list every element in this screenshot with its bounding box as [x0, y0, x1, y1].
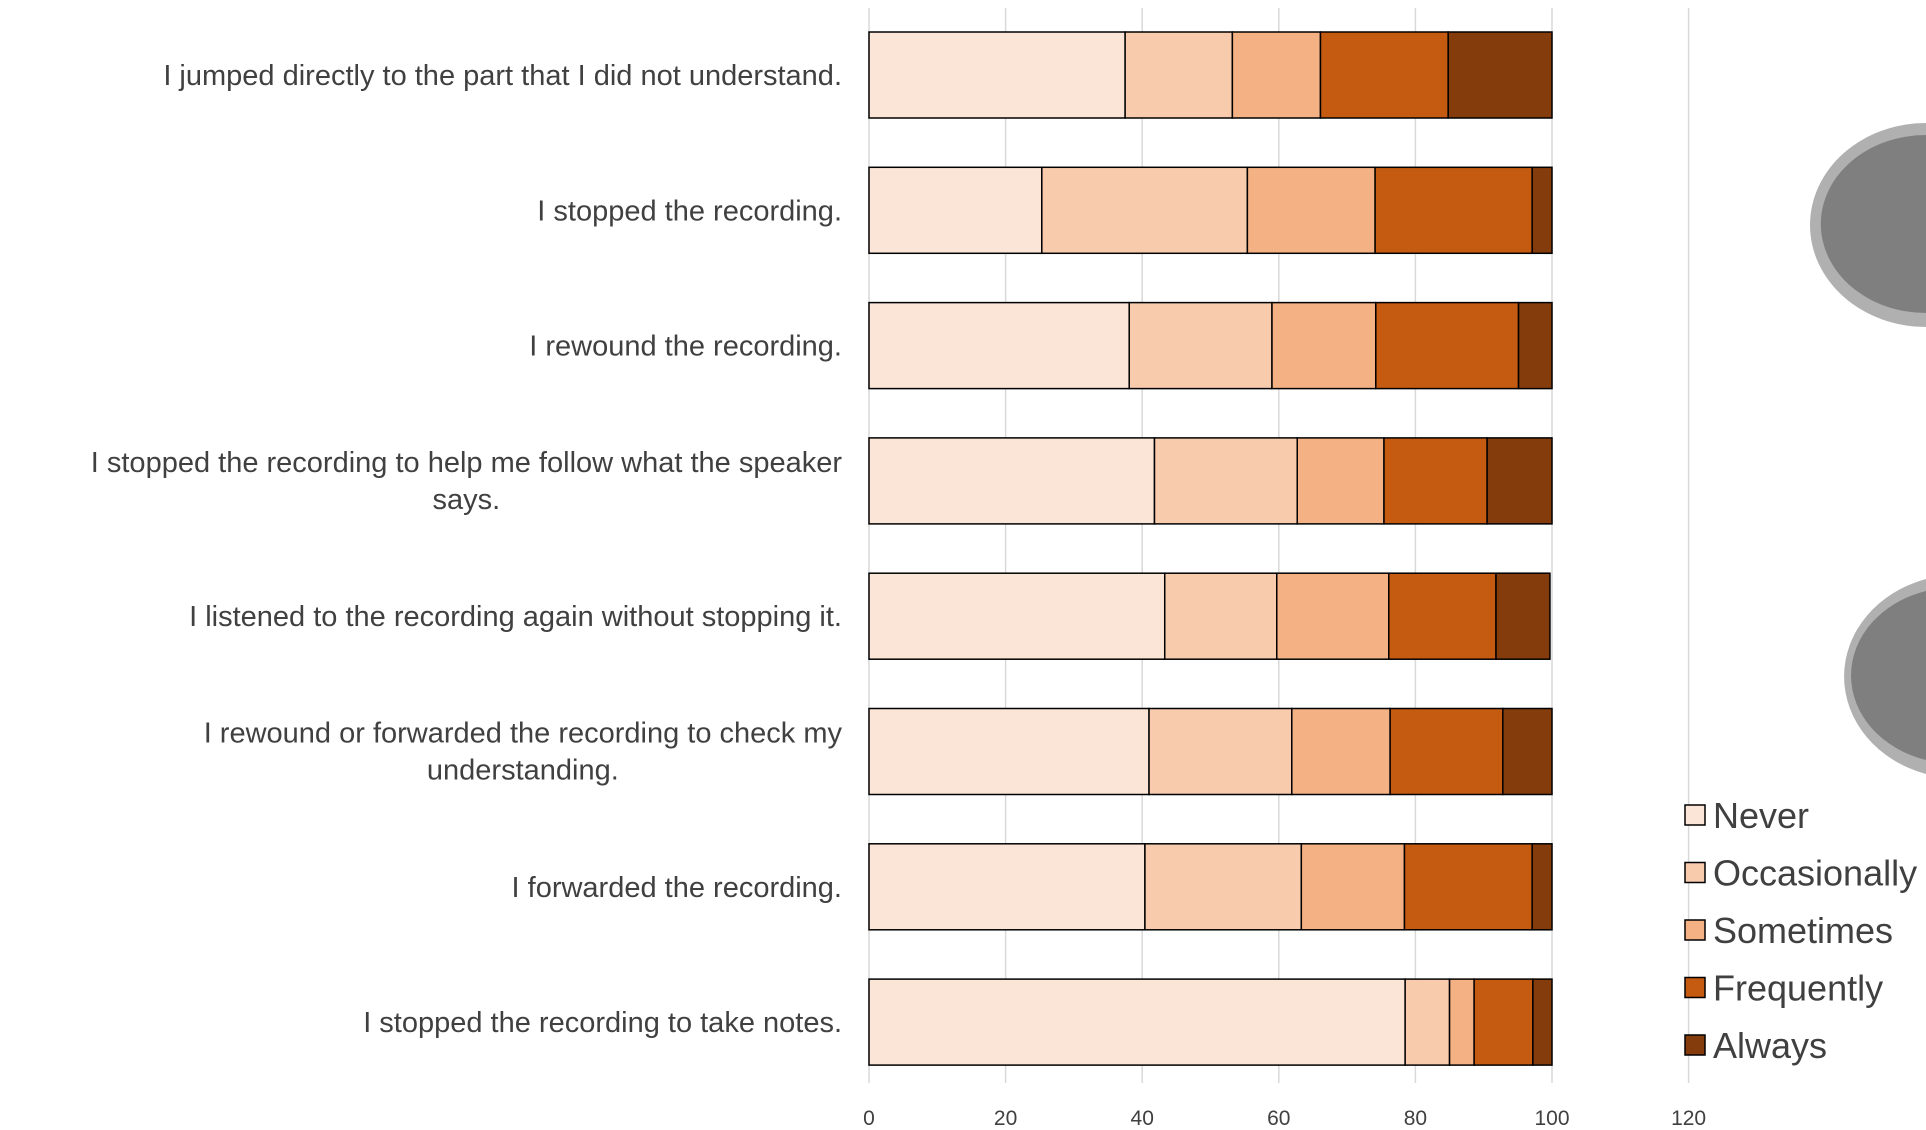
bar-2-never — [868, 166, 1043, 255]
decorative-shapes — [1810, 123, 1926, 774]
bar-4-occasionally — [1153, 437, 1298, 525]
category-label-1: I jumped directly to the part that I did… — [163, 60, 842, 92]
category-label-5: I listened to the recording again withou… — [189, 601, 842, 633]
category-label-4: I stopped the recording to help me follo… — [91, 447, 843, 516]
bar-1-never — [868, 31, 1126, 119]
bar-2-always — [1531, 166, 1553, 255]
bar-8-occasionally — [1404, 978, 1451, 1066]
x-tick-label-0: 0 — [863, 1107, 875, 1130]
bar-8-always — [1532, 978, 1553, 1066]
category-label-8: I stopped the recording to take notes. — [363, 1007, 842, 1039]
legend-swatch-frequently — [1684, 976, 1706, 999]
x-axis-tick-labels: 0 20 40 60 80 100 120 — [863, 1107, 1706, 1130]
bar-6-always — [1502, 707, 1553, 796]
bar-3-frequently — [1375, 301, 1520, 390]
category-label-6: I rewound or forwarded the recording to … — [204, 718, 843, 787]
legend-swatch-never — [1684, 804, 1706, 826]
bar-7-frequently — [1403, 843, 1533, 931]
bar-5-occasionally — [1163, 572, 1278, 660]
bar-8-frequently — [1473, 978, 1534, 1066]
bar-6-never — [868, 707, 1150, 796]
bar-1-frequently — [1319, 31, 1449, 119]
decorative-ellipse-1-inner — [1820, 135, 1926, 313]
x-tick-label-120: 120 — [1671, 1107, 1706, 1130]
x-tick-label-80: 80 — [1404, 1107, 1427, 1130]
bar-1-occasionally — [1124, 31, 1234, 119]
legend-label-never: Never — [1713, 795, 1809, 836]
x-tick-label-60: 60 — [1267, 1107, 1290, 1130]
legend-swatch-occasionally — [1684, 861, 1706, 884]
legend-label-frequently: Frequently — [1713, 968, 1883, 1009]
category-label-2: I stopped the recording. — [537, 195, 842, 227]
bar-5-sometimes — [1276, 572, 1390, 660]
bar-5-never — [868, 572, 1166, 660]
bar-5-frequently — [1388, 572, 1497, 660]
bar-8-sometimes — [1448, 978, 1475, 1066]
bar-7-never — [868, 843, 1146, 931]
x-tick-label-40: 40 — [1131, 1107, 1154, 1130]
bar-3-occasionally — [1128, 301, 1273, 390]
bar-8-never — [868, 978, 1406, 1066]
legend: Never Occasionally Sometimes Frequently Alwa… — [1684, 795, 1917, 1066]
legend-label-occasionally: Occasionally — [1713, 853, 1917, 894]
bar-3-sometimes — [1271, 301, 1377, 390]
category-label-7: I forwarded the recording. — [512, 872, 842, 904]
legend-label-sometimes: Sometimes — [1713, 910, 1893, 951]
x-tick-label-20: 20 — [994, 1107, 1017, 1130]
bar-7-sometimes — [1300, 843, 1406, 931]
bar-4-frequently — [1383, 437, 1488, 525]
bars — [868, 31, 1553, 1066]
bar-5-always — [1495, 572, 1551, 660]
legend-label-always: Always — [1713, 1025, 1827, 1066]
bar-7-always — [1531, 843, 1553, 931]
bar-4-never — [868, 437, 1156, 525]
bar-1-always — [1447, 31, 1553, 119]
bar-3-never — [868, 301, 1130, 390]
bar-7-occasionally — [1144, 843, 1303, 931]
bar-1-sometimes — [1231, 31, 1322, 119]
category-label-3: I rewound the recording. — [529, 331, 842, 363]
bar-2-occasionally — [1041, 166, 1249, 255]
bar-6-sometimes — [1291, 707, 1391, 796]
bar-6-frequently — [1389, 707, 1504, 796]
bar-4-sometimes — [1296, 437, 1385, 525]
legend-swatch-sometimes — [1684, 919, 1706, 941]
bar-6-occasionally — [1148, 707, 1293, 796]
x-tick-label-100: 100 — [1534, 1107, 1569, 1130]
category-labels: I jumped directly to the part that I did… — [91, 60, 843, 1039]
bar-2-frequently — [1374, 166, 1533, 255]
decorative-ellipse-2-inner — [1851, 591, 1926, 760]
bar-3-always — [1517, 301, 1553, 390]
bar-2-sometimes — [1246, 166, 1376, 255]
bar-4-always — [1486, 437, 1553, 525]
legend-swatch-always — [1684, 1034, 1706, 1056]
